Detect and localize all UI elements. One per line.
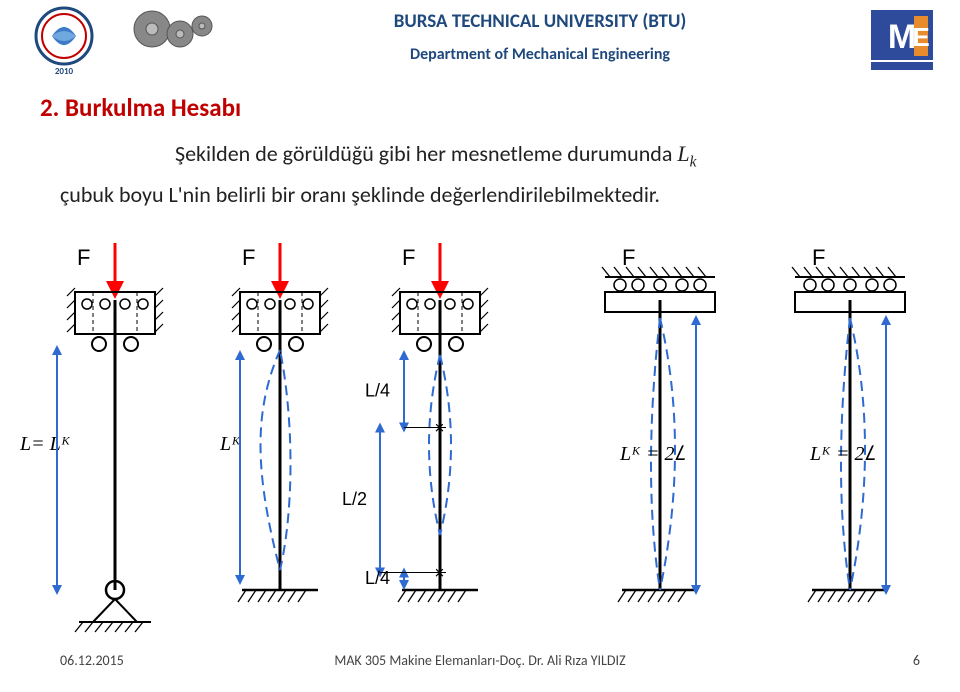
svg-text:L/4: L/4 <box>365 380 390 400</box>
department-name: Department of Mechanical Engineering <box>240 45 840 64</box>
svg-text:F: F <box>402 245 415 270</box>
svg-text:F: F <box>77 245 90 270</box>
buckling-diagram: FL= LᴷFLᴷFL/4××L/2L/4FLᴷ = 2𝐿FLᴷ = 2𝐿 <box>0 235 960 635</box>
svg-text:Lᴷ = 2𝐿: Lᴷ = 2𝐿 <box>619 443 686 465</box>
lk-symbol: Lk <box>677 141 696 166</box>
section-title: 2. Burkulma Hesabı <box>40 92 241 123</box>
me-logo-icon: M E <box>869 8 935 74</box>
btu-logo-icon: 2010 <box>32 6 96 78</box>
svg-text:L= Lᴷ: L= Lᴷ <box>19 433 71 455</box>
svg-text:F: F <box>242 245 255 270</box>
svg-text:E: E <box>912 22 929 52</box>
gears-icon <box>130 4 230 54</box>
footer-page: 6 <box>913 652 920 669</box>
svg-text:L/4: L/4 <box>365 568 390 588</box>
svg-text:Lᴷ: Lᴷ <box>219 433 241 455</box>
svg-text:F: F <box>622 245 635 270</box>
page-header: 2010 BURSA TECHNICAL UNIVERSITY (BTU) De… <box>0 0 960 85</box>
body-line2: çubuk boyu L'nin belirli bir oranı şekli… <box>60 181 660 208</box>
svg-text:F: F <box>812 245 825 270</box>
svg-text:Lᴷ = 2𝐿: Lᴷ = 2𝐿 <box>809 443 876 465</box>
footer-course: MAK 305 Makine Elemanları-Doç. Dr. Ali R… <box>0 652 960 669</box>
section-number: 2. <box>40 92 59 123</box>
header-text-block: BURSA TECHNICAL UNIVERSITY (BTU) Departm… <box>240 10 840 64</box>
svg-text:2010: 2010 <box>55 66 74 77</box>
section-title-text: Burkulma Hesabı <box>65 92 241 123</box>
svg-text:L/2: L/2 <box>342 489 367 509</box>
body-paragraph: Şekilden de görüldüğü gibi her mesnetlem… <box>60 135 920 213</box>
body-line1: Şekilden de görüldüğü gibi her mesnetlem… <box>175 140 677 167</box>
page-footer: 06.12.2015 MAK 305 Makine Elemanları-Doç… <box>0 652 960 682</box>
university-name: BURSA TECHNICAL UNIVERSITY (BTU) <box>240 10 840 33</box>
